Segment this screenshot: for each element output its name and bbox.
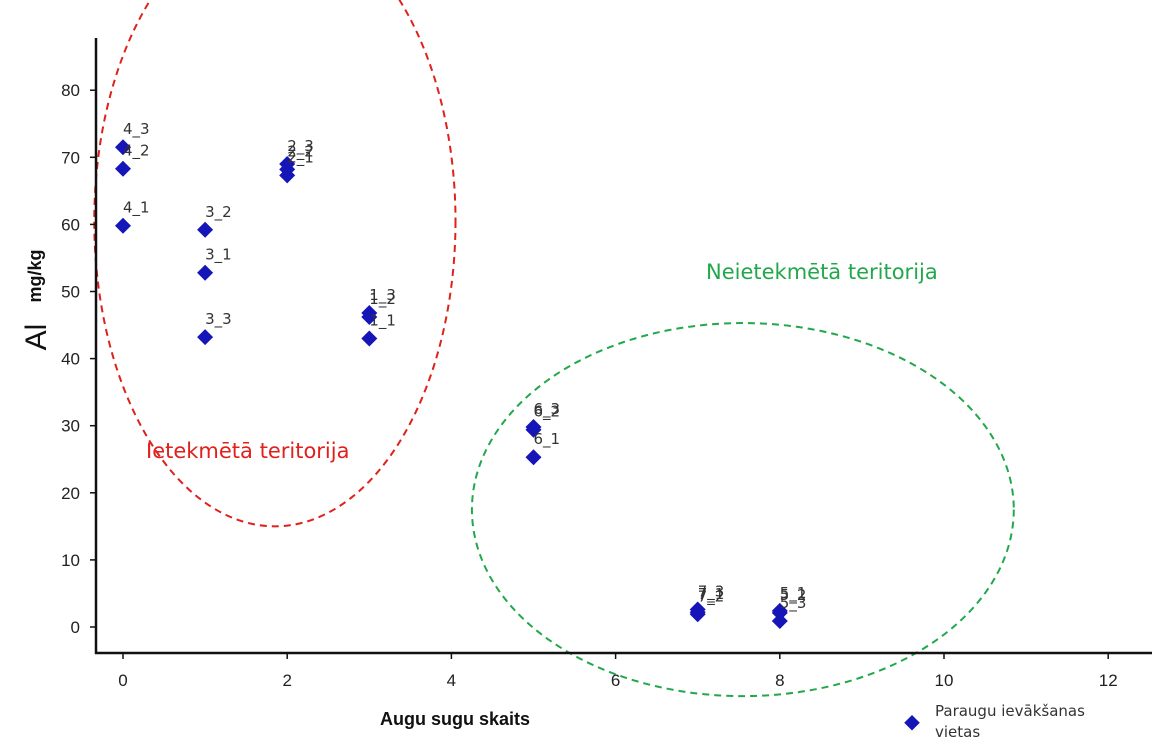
data-point-7-2	[689, 606, 706, 623]
y-tick-label: 80	[61, 81, 80, 100]
y-axis-label-unit: mg/kg	[25, 249, 45, 302]
point-label-1-1: 1_1	[369, 311, 396, 330]
point-label-7-2: 7_2	[698, 587, 725, 606]
data-point-4-3	[115, 139, 131, 156]
data-point-6-2	[525, 421, 542, 438]
point-label-5-1: 5_1	[780, 584, 807, 603]
data-point-4-2	[115, 160, 131, 177]
point-label-4-2: 4_2	[123, 142, 150, 161]
data-point-4-1	[115, 217, 131, 234]
unimpacted-area-label: Neietekmētā teritorija	[706, 260, 938, 284]
point-label-7-1: 7_1	[698, 585, 725, 604]
point-label-2-1: 2_1	[287, 148, 314, 167]
point-label-2-3: 2_3	[287, 137, 314, 156]
x-tick-label: 4	[447, 671, 456, 690]
point-label-7-3: 7_3	[698, 583, 725, 602]
y-axis-label: Al mg/kg	[20, 249, 53, 350]
y-axis-label-main: Al	[20, 324, 53, 351]
data-points	[115, 139, 788, 629]
point-label-1-2: 1_2	[369, 290, 396, 309]
axes	[94, 38, 1152, 655]
y-tick-label: 30	[61, 417, 80, 436]
region-ellipse-unimpacted	[470, 322, 1015, 698]
point-labels: 4_34_24_1 3_23_13_32_32_22_11_31_21_16_36…	[123, 120, 806, 613]
x-tick-label: 0	[118, 671, 127, 690]
region-ellipse-impacted	[93, 0, 457, 528]
y-tick-label: 60	[61, 215, 80, 234]
point-label-1-3: 1_3	[369, 286, 396, 305]
point-label-3-3: 3_3	[205, 310, 232, 329]
data-point-2-1	[279, 167, 296, 184]
legend-marker	[904, 715, 920, 731]
x-tick-label: 10	[935, 671, 954, 690]
data-point-6-1	[525, 449, 542, 466]
point-label-2-2: 2_2	[287, 142, 314, 161]
data-point-3-3	[197, 329, 214, 346]
y-tick-label: 40	[61, 350, 80, 369]
y-tick-label: 70	[61, 148, 80, 167]
legend-label: Paraugu ievākšanas vietas	[935, 702, 1085, 741]
data-point-5-3	[771, 612, 788, 629]
impacted-area-label: Ietekmētā teritorija	[146, 439, 349, 463]
point-label-6-3: 6_3	[534, 400, 561, 419]
legend-label-line-2: vietas	[935, 723, 980, 741]
point-label-6-1: 6_1	[534, 430, 561, 449]
data-point-3-1	[197, 264, 214, 281]
point-label-4-1: 4_1	[123, 199, 150, 218]
y-tick-label: 0	[71, 618, 80, 637]
data-point-1-2	[361, 308, 378, 325]
y-tick-label: 20	[61, 484, 80, 503]
y-tick-label: 50	[61, 283, 80, 302]
legend-label-line-1: Paraugu ievākšanas	[935, 702, 1085, 720]
point-label-5-2: 5_2	[780, 586, 807, 605]
tick-labels: 0 10 20 30 40 50 60 70 80 0 2 4 6 8 10 12	[61, 81, 1118, 690]
y-tick-label: 10	[61, 551, 80, 570]
legend: Paraugu ievākšanas vietas	[904, 702, 1085, 741]
data-point-1-1	[361, 330, 378, 347]
x-tick-label: 2	[282, 671, 291, 690]
data-point-5-2	[771, 604, 788, 621]
x-tick-label: 12	[1099, 671, 1118, 690]
point-label-4-3: 4_3	[123, 120, 150, 139]
x-axis-label: Augu sugu skaits	[380, 709, 530, 729]
x-tick-label: 8	[775, 671, 784, 690]
point-label-5-3: 5_3	[780, 594, 807, 613]
point-label-3-2: 3_2	[205, 203, 232, 222]
point-label-6-2: 6_2	[534, 403, 561, 422]
x-tick-label: 6	[611, 671, 620, 690]
region-ellipses	[93, 0, 1015, 698]
point-label-3-1: 3_1	[205, 246, 232, 265]
data-point-3-2	[197, 221, 214, 238]
